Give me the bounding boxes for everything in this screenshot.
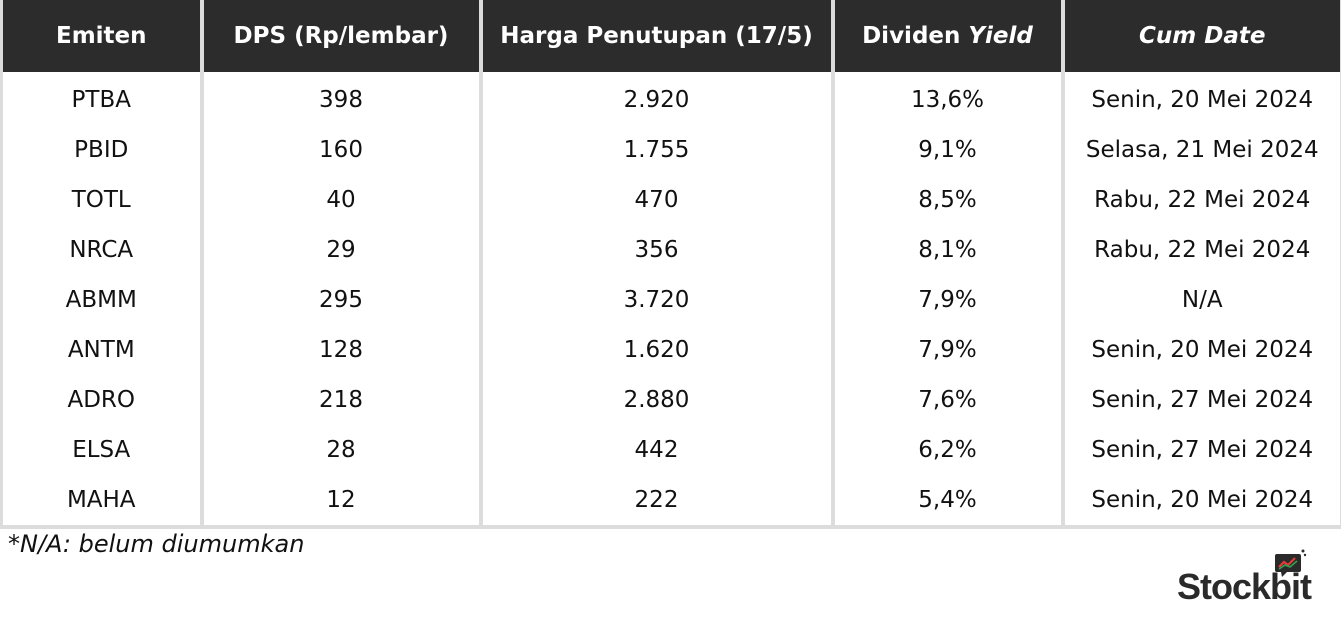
cell-cum-date: Rabu, 22 Mei 2024: [1060, 175, 1341, 225]
cell-cum-date: Selasa, 21 Mei 2024: [1060, 125, 1341, 175]
cell-emiten: ABMM: [0, 275, 202, 325]
cell-dividend-yield: 9,1%: [830, 125, 1063, 175]
cell-emiten: ANTM: [0, 325, 202, 375]
table-row: ADRO 218 2.880 7,6% Senin, 27 Mei 2024: [0, 375, 1341, 425]
table-row: TOTL 40 470 8,5% Rabu, 22 Mei 2024: [0, 175, 1341, 225]
cell-emiten: MAHA: [0, 475, 202, 529]
footnote: *N/A: belum diumumkan: [8, 530, 305, 558]
cell-cum-date: Senin, 20 Mei 2024: [1060, 475, 1341, 529]
cell-dps: 40: [199, 175, 481, 225]
dividend-table: Emiten DPS (Rp/lembar) Harga Penutupan (…: [0, 0, 1341, 529]
cell-cum-date: N/A: [1060, 275, 1341, 325]
cell-cum-date: Senin, 27 Mei 2024: [1060, 425, 1341, 475]
cell-dividend-yield: 7,6%: [830, 375, 1063, 425]
cell-dps: 12: [199, 475, 481, 529]
header-dps: DPS (Rp/lembar): [199, 0, 481, 72]
header-closing-price: Harga Penutupan (17/5): [478, 0, 833, 72]
cell-emiten: NRCA: [0, 225, 202, 275]
table-body: PTBA 398 2.920 13,6% Senin, 20 Mei 2024 PBID 1…: [0, 72, 1341, 529]
logo-text: Stockbit: [1176, 566, 1312, 607]
stockbit-logo: Stockbit: [1171, 548, 1312, 608]
cell-closing-price: 3.720: [478, 275, 833, 325]
cell-emiten: PTBA: [0, 72, 202, 125]
chart-bubble-icon: [1275, 549, 1307, 577]
cell-dividend-yield: 8,1%: [830, 225, 1063, 275]
header-emiten: Emiten: [0, 0, 202, 72]
cell-dps: 295: [199, 275, 481, 325]
cell-dps: 28: [199, 425, 481, 475]
cell-cum-date: Senin, 20 Mei 2024: [1060, 72, 1341, 125]
cell-dps: 398: [199, 72, 481, 125]
table-row: PBID 160 1.755 9,1% Selasa, 21 Mei 2024: [0, 125, 1341, 175]
cell-closing-price: 222: [478, 475, 833, 529]
cell-closing-price: 1.620: [478, 325, 833, 375]
cell-dividend-yield: 13,6%: [830, 72, 1063, 125]
cell-emiten: ADRO: [0, 375, 202, 425]
table-row: PTBA 398 2.920 13,6% Senin, 20 Mei 2024: [0, 72, 1341, 125]
cell-cum-date: Senin, 20 Mei 2024: [1060, 325, 1341, 375]
table-row: ANTM 128 1.620 7,9% Senin, 20 Mei 2024: [0, 325, 1341, 375]
cell-closing-price: 2.880: [478, 375, 833, 425]
cell-closing-price: 1.755: [478, 125, 833, 175]
header-dividend-yield: Dividen Yield: [830, 0, 1063, 72]
cell-closing-price: 470: [478, 175, 833, 225]
table-header-row: Emiten DPS (Rp/lembar) Harga Penutupan (…: [0, 0, 1341, 72]
table-row: ELSA 28 442 6,2% Senin, 27 Mei 2024: [0, 425, 1341, 475]
cell-dividend-yield: 5,4%: [830, 475, 1063, 529]
cell-closing-price: 442: [478, 425, 833, 475]
cell-cum-date: Rabu, 22 Mei 2024: [1060, 225, 1341, 275]
cell-emiten: TOTL: [0, 175, 202, 225]
table-row: ABMM 295 3.720 7,9% N/A: [0, 275, 1341, 325]
cell-dividend-yield: 7,9%: [830, 275, 1063, 325]
cell-cum-date: Senin, 27 Mei 2024: [1060, 375, 1341, 425]
cell-dps: 160: [199, 125, 481, 175]
cell-closing-price: 2.920: [478, 72, 833, 125]
cell-dps: 218: [199, 375, 481, 425]
table-row: MAHA 12 222 5,4% Senin, 20 Mei 2024: [0, 475, 1341, 529]
cell-dividend-yield: 8,5%: [830, 175, 1063, 225]
cell-dps: 29: [199, 225, 481, 275]
cell-dividend-yield: 6,2%: [830, 425, 1063, 475]
cell-emiten: PBID: [0, 125, 202, 175]
table-row: NRCA 29 356 8,1% Rabu, 22 Mei 2024: [0, 225, 1341, 275]
cell-dps: 128: [199, 325, 481, 375]
cell-emiten: ELSA: [0, 425, 202, 475]
cell-dividend-yield: 7,9%: [830, 325, 1063, 375]
header-cum-date: Cum Date: [1060, 0, 1341, 72]
cell-closing-price: 356: [478, 225, 833, 275]
